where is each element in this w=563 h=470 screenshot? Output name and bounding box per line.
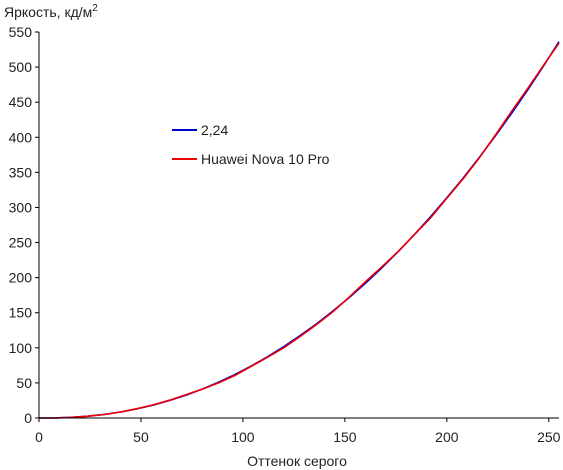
- y-tick-label: 550: [9, 24, 33, 40]
- y-tick-label: 500: [9, 59, 33, 75]
- y-axis-title-text: Яркость, кд/м: [4, 4, 92, 20]
- ticks-layer: 0 50 100 150 200 250 300 350 400 450 500 550 0 50 100 1…: [9, 24, 561, 445]
- series-line-huawei: [38, 42, 560, 419]
- y-tick-label: 300: [9, 199, 33, 215]
- y-tick-label: 50: [16, 375, 32, 391]
- y-tick-label: 200: [9, 270, 33, 286]
- x-tick-label: 0: [35, 429, 43, 445]
- y-tick-label: 100: [9, 340, 33, 356]
- x-axis-title: Оттенок серого: [247, 453, 347, 469]
- legend-label-huawei: Huawei Nova 10 Pro: [201, 151, 330, 167]
- x-tick-label: 200: [435, 429, 459, 445]
- y-tick-label: 400: [9, 129, 33, 145]
- x-tick-label: 50: [133, 429, 149, 445]
- y-axis-title: Яркость, кд/м2: [4, 3, 98, 20]
- x-tick-label: 250: [537, 429, 561, 445]
- y-tick-label: 450: [9, 94, 33, 110]
- series-layer: [38, 41, 560, 419]
- y-tick-label: 350: [9, 164, 33, 180]
- legend-label-224: 2,24: [201, 122, 228, 138]
- x-tick-label: 150: [333, 429, 357, 445]
- y-axis-title-superscript: 2: [92, 3, 98, 14]
- y-tick-label: 150: [9, 305, 33, 321]
- y-tick-label: 0: [24, 410, 32, 426]
- x-tick-label: 100: [231, 429, 255, 445]
- legend: 2,24 Huawei Nova 10 Pro: [172, 122, 330, 167]
- y-tick-label: 250: [9, 235, 33, 251]
- series-line-224: [38, 41, 560, 419]
